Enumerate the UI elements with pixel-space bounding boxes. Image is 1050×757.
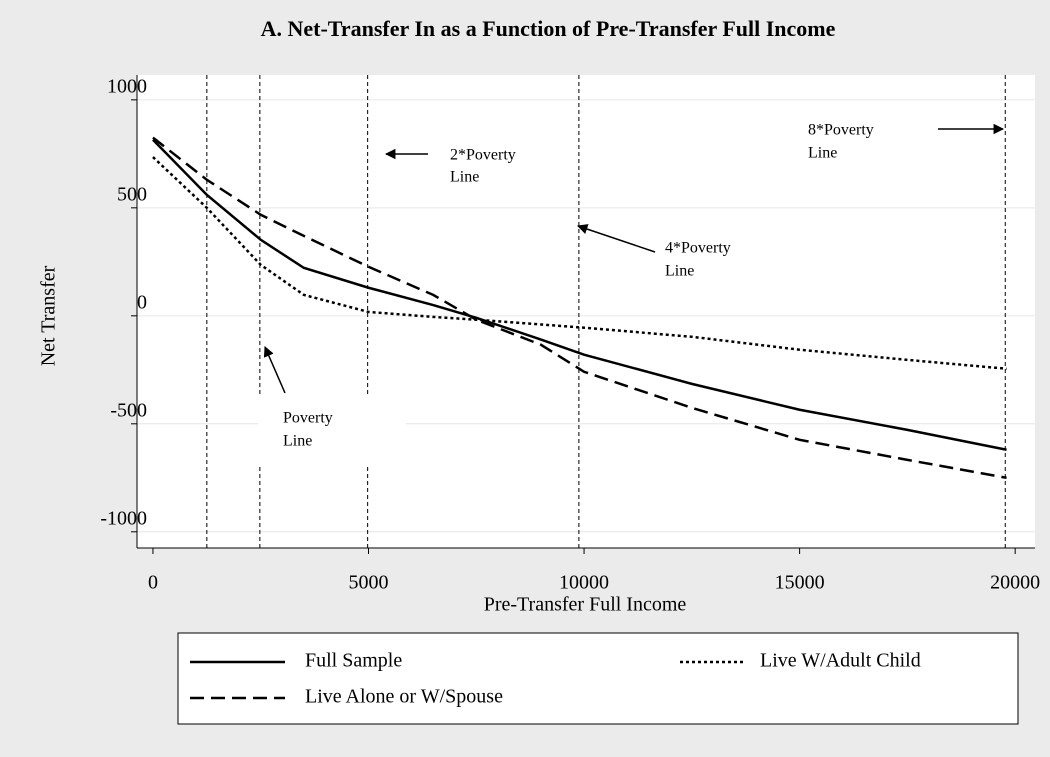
y-tick-label: -500 — [110, 399, 147, 421]
legend — [177, 632, 1019, 725]
series-line — [152, 156, 1007, 370]
y-tick-label: 0 — [137, 291, 147, 313]
chart-title: A. Net-Transfer In as a Function of Pre-… — [261, 16, 836, 41]
y-axis-label: Net Transfer — [38, 265, 60, 366]
x-tick-label: 5000 — [349, 572, 389, 594]
label-box — [258, 395, 406, 465]
annotation: Line — [283, 433, 312, 450]
arrow — [577, 224, 656, 253]
legend-label: Live Alone or W/Spouse — [305, 686, 503, 708]
x-tick-label: 15000 — [775, 572, 825, 594]
annotation: Line — [665, 263, 694, 280]
x-axis-label: Pre-Transfer Full Income — [484, 594, 687, 616]
x-tick-label: 20000 — [990, 572, 1040, 594]
y-tick-label: 1000 — [107, 75, 147, 97]
annotation: 8*Poverty — [808, 122, 874, 139]
legend-label: Live W/Adult Child — [760, 650, 921, 672]
series-line — [152, 136, 1007, 480]
series-line — [152, 138, 1007, 451]
annotation: Line — [808, 145, 837, 162]
x-tick-label: 10000 — [559, 572, 609, 594]
y-tick-label: 500 — [117, 183, 147, 205]
annotation: 4*Poverty — [665, 240, 731, 257]
annotation: Line — [450, 169, 479, 186]
annotation: Poverty — [283, 410, 333, 427]
arrow — [263, 346, 286, 394]
annotation: 2*Poverty — [450, 147, 516, 164]
plot-area — [137, 75, 1035, 548]
legend-label: Full Sample — [305, 650, 402, 672]
y-tick-label: -1000 — [100, 507, 147, 529]
x-tick-label: 0 — [148, 572, 158, 594]
